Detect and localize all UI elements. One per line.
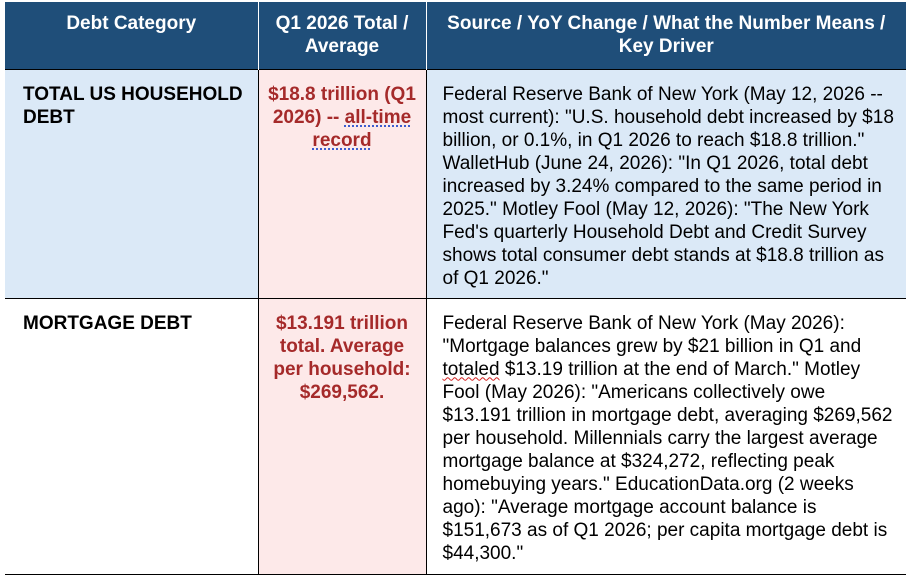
header-debt-category: Debt Category [5,2,259,69]
cell-value: $18.8 trillion (Q1 2026) -- all-time rec… [258,68,427,299]
cell-category: MORTGAGE DEBT [5,298,259,575]
value-text: $13.191 trillion total. Average per hous… [273,312,411,403]
value-underlined: all-time record [312,106,412,151]
value-main: $18.8 trillion (Q1 2026) -- [268,83,416,128]
value-text: $18.8 trillion (Q1 2026) -- all-time rec… [260,71,425,152]
cell-source: Federal Reserve Bank of New York (May 12… [426,68,906,299]
debt-table: Debt Category Q1 2026 Total / Average So… [5,2,906,575]
header-row: Debt Category Q1 2026 Total / Average So… [5,2,906,69]
cell-source: Federal Reserve Bank of New York (May 20… [426,298,906,575]
source-text: Federal Reserve Bank of New York (May 20… [428,300,906,565]
category-label: MORTGAGE DEBT [23,312,192,334]
source-text: Federal Reserve Bank of New York (May 12… [442,83,894,289]
source-before: Federal Reserve Bank of New York (May 20… [442,312,862,357]
header-source: Source / YoY Change / What the Number Me… [426,2,906,69]
table-row: MORTGAGE DEBT $13.191 trillion total. Av… [5,298,906,575]
cell-value: $13.191 trillion total. Average per hous… [258,298,427,575]
table-row: TOTAL US HOUSEHOLD DEBT $18.8 trillion (… [5,68,906,299]
source-after: $13.19 trillion at the end of March." Mo… [442,358,893,564]
cell-category: TOTAL US HOUSEHOLD DEBT [5,68,259,299]
category-label: TOTAL US HOUSEHOLD DEBT [23,83,243,128]
header-q1-total: Q1 2026 Total / Average [258,2,427,69]
spellcheck-flagged-word: totaled [442,358,500,380]
